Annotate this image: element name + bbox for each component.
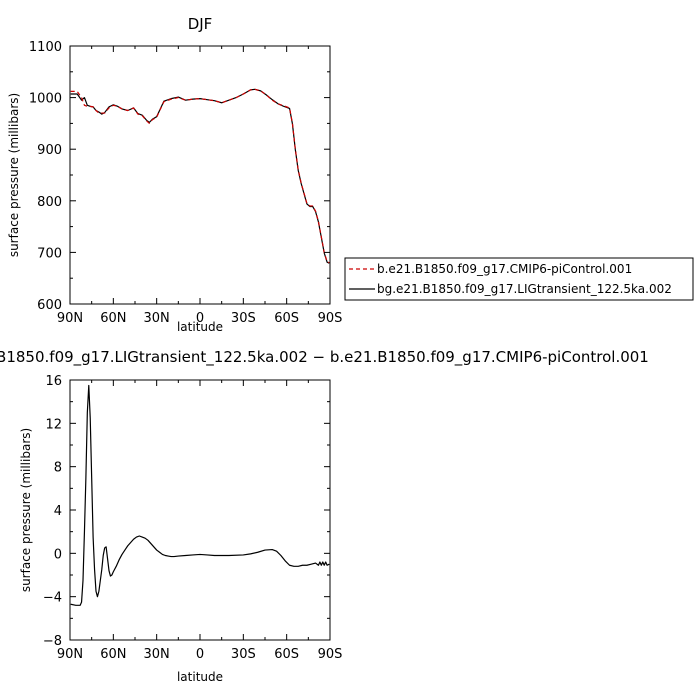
- bottom-ytick-label: 8: [54, 461, 62, 476]
- top-ytick-label: 900: [37, 143, 62, 158]
- top-xtick-label: 30S: [231, 311, 256, 326]
- top-xtick-label: 90S: [318, 311, 343, 326]
- top-ytick-label: 1100: [29, 40, 62, 55]
- top-ytick-label: 600: [37, 298, 62, 313]
- top-panel: DJF 90N 60N 30N 0 30S 60S 90S 600 700 800 900 1000…: [7, 15, 342, 334]
- bottom-plot-frame: [69, 379, 331, 641]
- legend-label-picontrol: b.e21.B1850.f09_g17.CMIP6-piControl.001: [377, 262, 632, 276]
- bottom-xtick-label: 60S: [274, 647, 299, 662]
- bottom-xtick-label: 60N: [100, 647, 126, 662]
- bottom-ytick-label: 4: [54, 504, 62, 519]
- bottom-xtick-label: 30N: [144, 647, 170, 662]
- bottom-x-axis-label: latitude: [177, 670, 223, 684]
- legend-box: [344, 257, 694, 301]
- top-ytick-label: 800: [37, 195, 62, 210]
- bottom-xtick-label: 90S: [318, 647, 343, 662]
- bottom-xtick-label: 30S: [231, 647, 256, 662]
- top-plot-frame: [69, 45, 331, 305]
- bottom-series-line-0: [70, 384, 330, 606]
- top-xtick-label: 0: [196, 311, 204, 326]
- bottom-y-axis-label: surface pressure (millibars): [19, 428, 33, 592]
- top-series-line-1: [70, 88, 330, 264]
- legend: b.e21.B1850.f09_g17.CMIP6-piControl.001 …: [344, 257, 694, 301]
- bottom-ytick-label: 16: [45, 374, 62, 389]
- bottom-ytick-label: −8: [43, 634, 62, 649]
- bottom-xtick-label: 0: [196, 647, 204, 662]
- top-y-axis-label: surface pressure (millibars): [7, 93, 21, 257]
- top-xtick-label: 90N: [57, 311, 83, 326]
- top-series-layer: [70, 88, 330, 264]
- top-xtick-label: 60N: [100, 311, 126, 326]
- top-ytick-label: 700: [37, 246, 62, 261]
- bottom-panel-title: bg.e21.B1850.f09_g17.LIGtransient_122.5k…: [0, 348, 649, 367]
- bottom-panel: bg.e21.B1850.f09_g17.LIGtransient_122.5k…: [0, 348, 649, 684]
- legend-label-ligtransient: bg.e21.B1850.f09_g17.LIGtransient_122.5k…: [377, 282, 672, 296]
- top-panel-title: DJF: [188, 15, 213, 33]
- top-series-line-0: [70, 88, 330, 264]
- bottom-xtick-label: 90N: [57, 647, 83, 662]
- bottom-ytick-label: 12: [45, 417, 62, 432]
- bottom-series-layer: [70, 384, 330, 606]
- bottom-ytick-label: 0: [54, 547, 62, 562]
- bottom-ytick-label: −4: [43, 591, 62, 606]
- top-x-axis-label: latitude: [177, 320, 223, 334]
- top-ytick-label: 1000: [29, 92, 62, 107]
- top-xtick-label: 60S: [274, 311, 299, 326]
- top-xtick-label: 30N: [144, 311, 170, 326]
